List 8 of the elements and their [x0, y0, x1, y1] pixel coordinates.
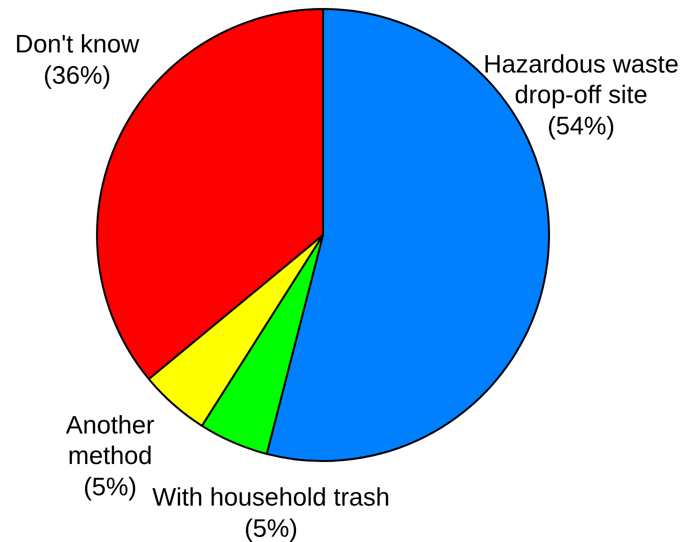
- data-label: (5%): [246, 518, 296, 542]
- data-label: (36%): [44, 65, 110, 89]
- data-label: (54%): [548, 116, 614, 140]
- slice-label: Another method: [66, 415, 154, 464]
- slice-label: Hazardous waste drop-off site: [486, 54, 678, 108]
- data-label: (5%): [84, 476, 136, 500]
- slice-label: Don't know: [17, 34, 140, 53]
- slice-label: With household trash: [152, 487, 388, 506]
